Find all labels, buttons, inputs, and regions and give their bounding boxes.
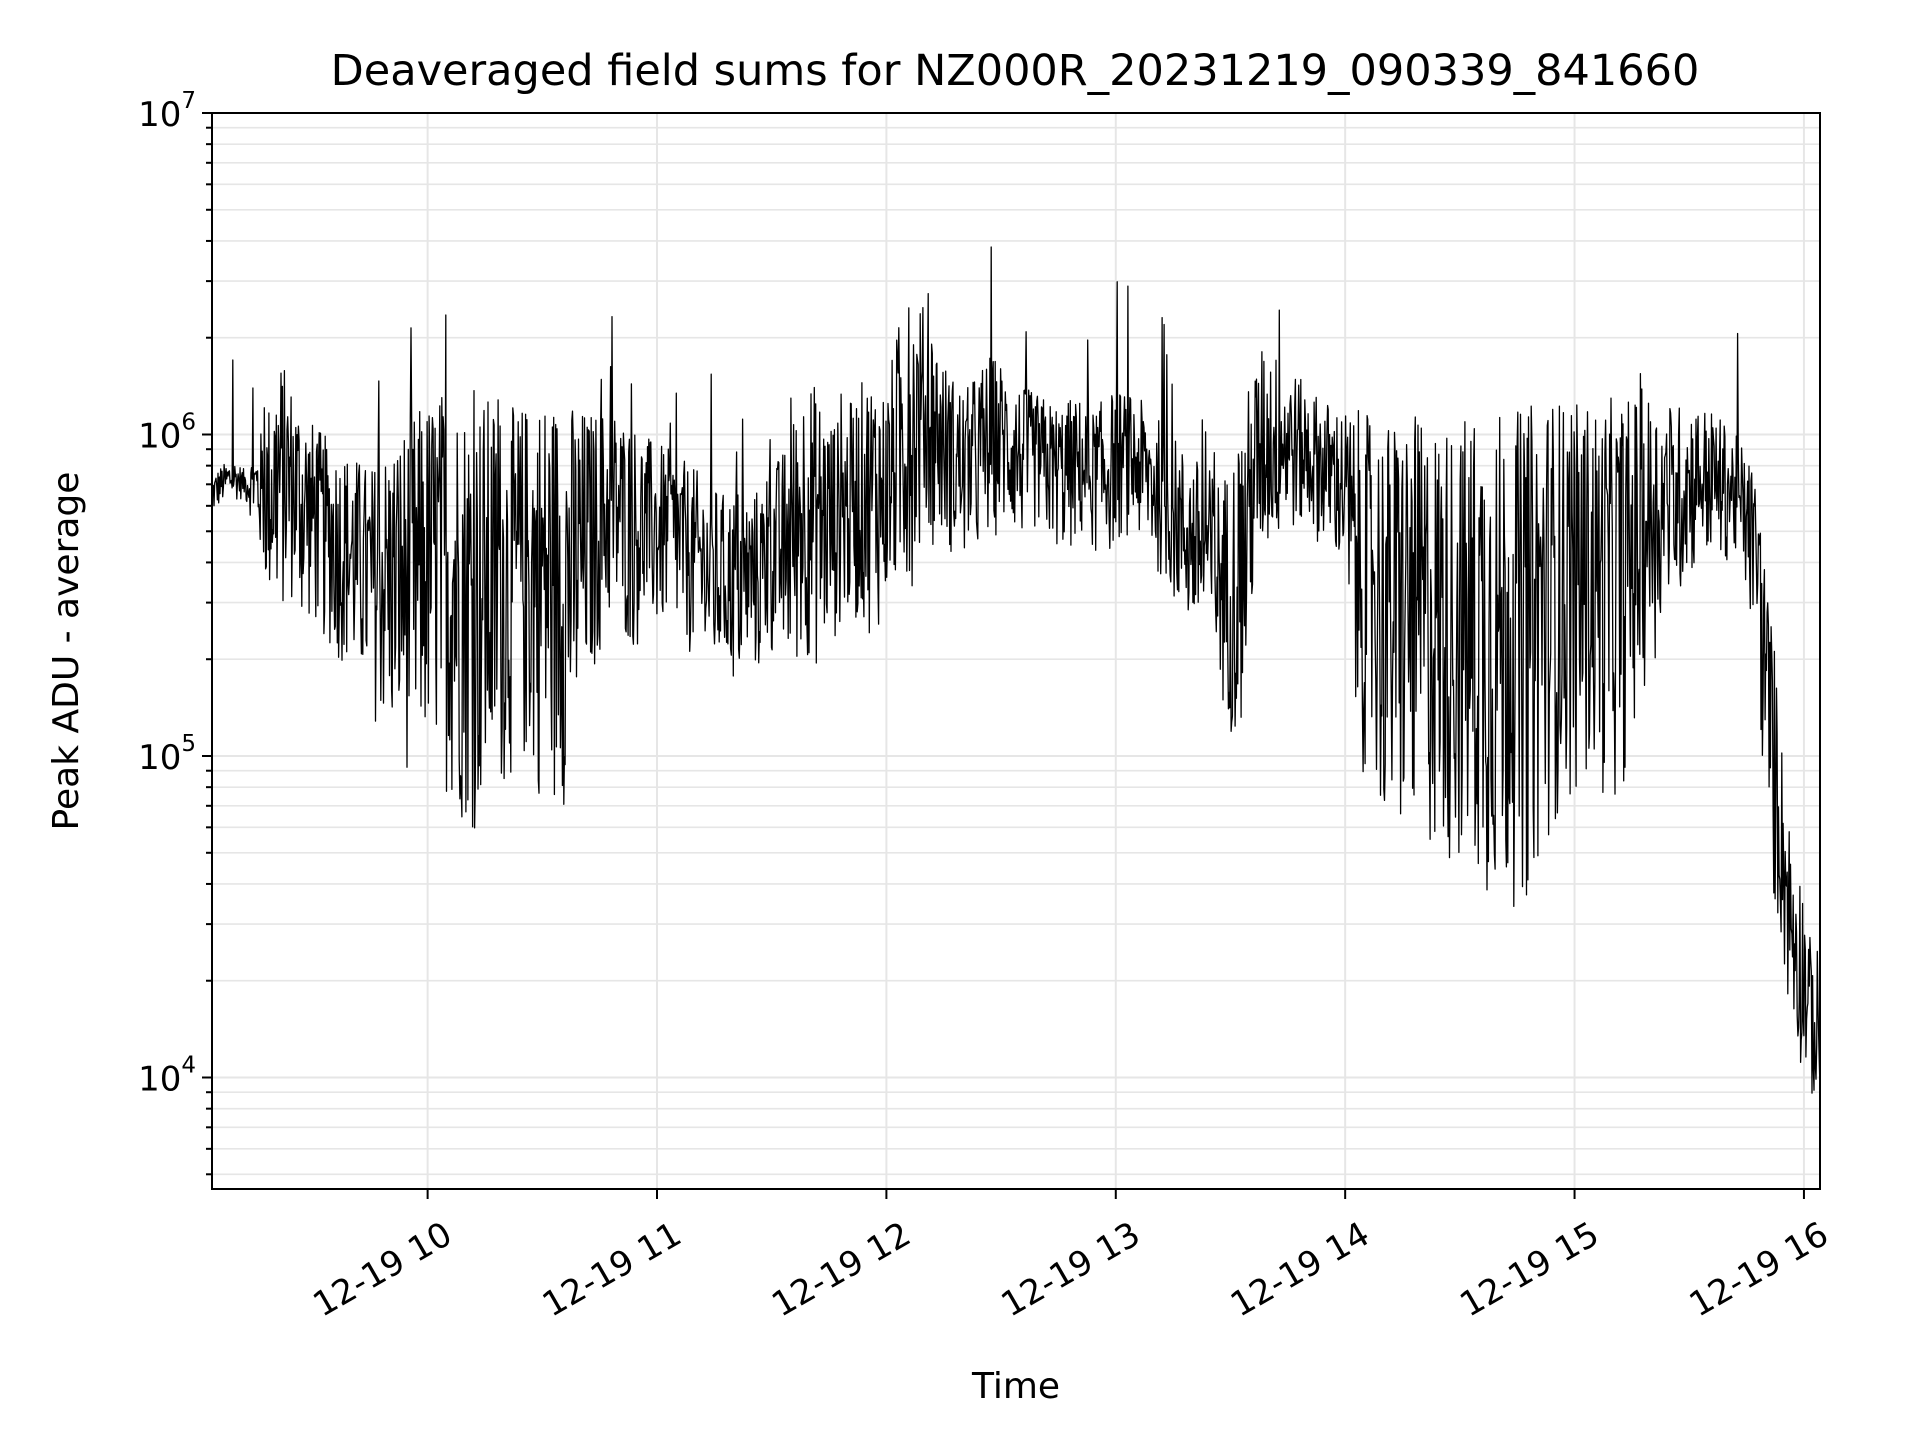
x-axis-label: Time [971,1366,1060,1407]
y-tick-label: 107 [138,88,196,135]
y-tick-label: 104 [138,1053,196,1100]
plot-area [211,246,1821,1094]
series-line [211,246,1821,1094]
y-tick-label: 105 [138,731,196,778]
y-tick-label: 106 [138,410,196,457]
plot-frame [211,112,1821,1190]
y-axis: 104 105 106 107 [138,88,212,1176]
chart-title: Deaveraged field sums for NZ000R_2023121… [331,46,1700,96]
y-axis-label: Peak ADU - average [46,472,87,831]
